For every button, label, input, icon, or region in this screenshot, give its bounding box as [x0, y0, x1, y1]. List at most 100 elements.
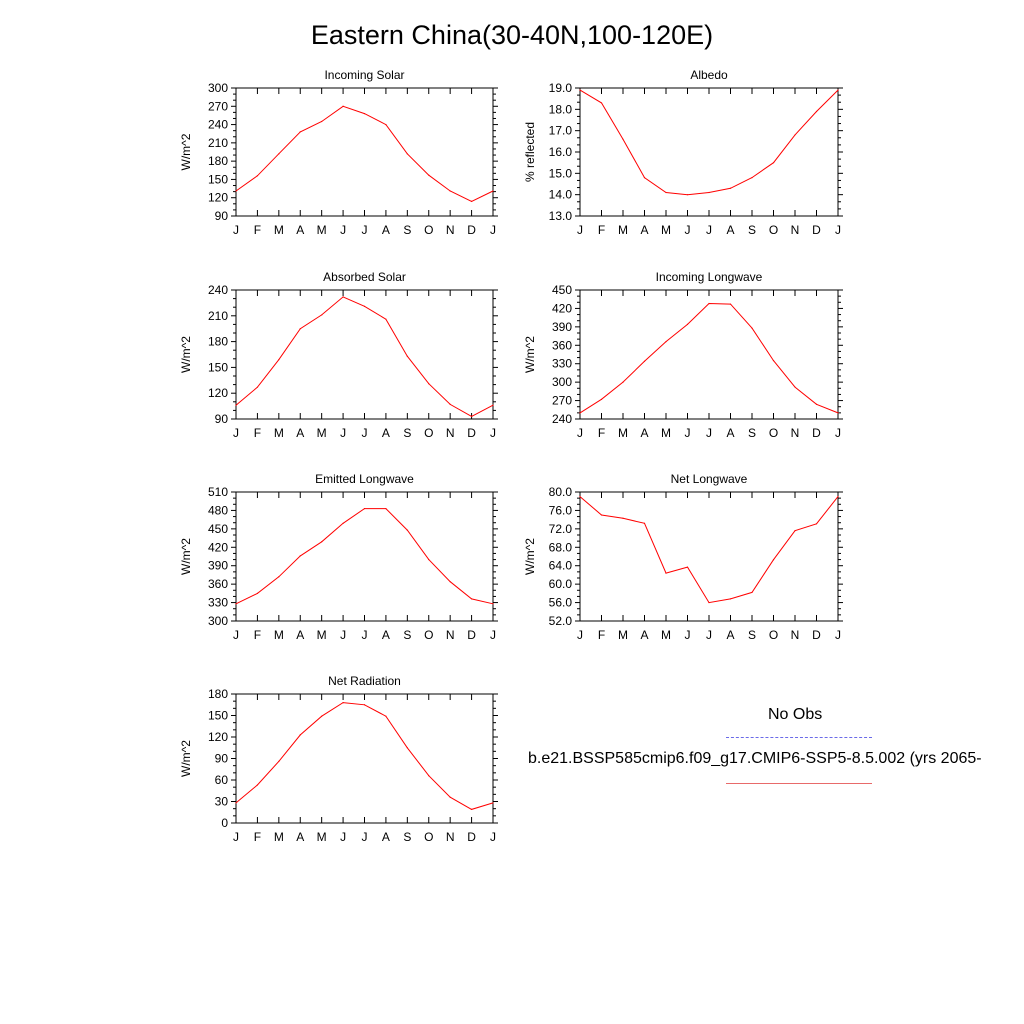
data-point — [299, 131, 301, 133]
data-point — [385, 123, 387, 126]
x-tick-label: M — [661, 426, 671, 440]
x-tick-label: M — [317, 426, 327, 440]
data-point — [815, 523, 818, 525]
data-point — [579, 412, 581, 414]
x-tick-label: N — [446, 628, 455, 642]
x-tick-label: D — [467, 426, 476, 440]
x-tick-label: J — [685, 628, 691, 642]
data-point — [708, 302, 710, 305]
x-tick-label: A — [640, 223, 648, 237]
x-tick-label: J — [577, 426, 583, 440]
data-point — [794, 134, 796, 136]
y-tick-label: 30 — [215, 795, 229, 809]
x-tick-label: A — [640, 628, 648, 642]
data-point — [449, 796, 451, 798]
data-point — [278, 576, 280, 578]
data-point — [299, 328, 301, 330]
data-point — [385, 715, 387, 717]
y-axis-label: W/m^2 — [179, 740, 193, 777]
data-point — [321, 120, 323, 123]
y-tick-label: 64.0 — [549, 559, 573, 573]
y-tick-label: 210 — [208, 136, 228, 150]
x-tick-label: F — [254, 223, 261, 237]
data-point — [772, 162, 775, 164]
data-point — [470, 200, 473, 202]
data-point — [815, 110, 818, 113]
data-point — [342, 702, 344, 704]
x-tick-label: M — [274, 830, 284, 844]
x-tick-label: N — [446, 830, 455, 844]
x-tick-label: J — [490, 426, 496, 440]
x-tick-label: F — [254, 830, 261, 844]
y-tick-label: 210 — [208, 309, 228, 323]
data-point — [643, 360, 646, 362]
legend-model-label: b.e21.BSSP585cmip6.f09_g17.CMIP6-SSP5-8.… — [528, 750, 982, 767]
chart-title: Albedo — [690, 68, 728, 82]
y-tick-label: 390 — [208, 559, 228, 573]
data-point — [492, 603, 494, 605]
x-tick-label: J — [490, 223, 496, 237]
y-tick-label: 270 — [208, 99, 228, 113]
data-point — [449, 403, 451, 405]
x-tick-label: J — [685, 223, 691, 237]
data-point — [342, 105, 344, 107]
data-point — [772, 360, 775, 362]
x-tick-label: A — [296, 628, 304, 642]
plot-frame — [579, 289, 839, 420]
plot-frame — [235, 693, 494, 824]
x-tick-label: A — [726, 426, 734, 440]
y-tick-label: 180 — [208, 154, 228, 168]
y-tick-label: 360 — [552, 338, 572, 352]
series-line — [235, 508, 494, 605]
y-tick-label: 420 — [552, 301, 572, 315]
data-point — [428, 174, 430, 176]
data-point — [708, 601, 710, 604]
x-tick-label: D — [812, 223, 821, 237]
data-point — [299, 734, 301, 736]
y-tick-label: 72.0 — [549, 522, 573, 536]
y-tick-label: 68.0 — [549, 540, 573, 554]
data-point — [837, 412, 839, 414]
y-tick-label: 420 — [208, 540, 228, 554]
y-axis-label: % reflected — [523, 122, 537, 182]
chart-title: Incoming Solar — [324, 68, 404, 82]
x-tick-label: F — [254, 628, 261, 642]
page-title: Eastern China(30-40N,100-120E) — [310, 20, 714, 50]
plot-frame — [235, 289, 494, 420]
data-point — [278, 359, 280, 361]
data-point — [342, 296, 344, 298]
y-tick-label: 360 — [208, 577, 228, 591]
data-point — [428, 383, 430, 385]
x-tick-label: A — [726, 223, 734, 237]
x-tick-label: J — [340, 426, 346, 440]
data-point — [278, 760, 280, 762]
data-point — [492, 802, 494, 804]
y-tick-label: 90 — [215, 412, 229, 426]
data-point — [321, 541, 323, 543]
data-point — [729, 187, 732, 189]
y-tick-label: 13.0 — [549, 209, 573, 223]
y-tick-label: 390 — [552, 320, 572, 334]
y-tick-label: 330 — [552, 357, 572, 371]
x-tick-label: A — [726, 628, 734, 642]
x-tick-label: J — [233, 426, 239, 440]
legend-obs-line — [726, 737, 872, 738]
y-tick-label: 17.0 — [549, 124, 573, 138]
y-tick-label: 150 — [208, 172, 228, 186]
x-tick-label: N — [791, 628, 800, 642]
y-tick-label: 15.0 — [549, 166, 573, 180]
y-tick-label: 270 — [552, 394, 572, 408]
y-tick-label: 510 — [208, 485, 228, 499]
y-tick-label: 120 — [208, 386, 228, 400]
y-tick-label: 150 — [208, 360, 228, 374]
x-tick-label: D — [812, 628, 821, 642]
x-tick-label: F — [598, 426, 605, 440]
x-tick-label: F — [598, 628, 605, 642]
x-tick-label: O — [769, 223, 778, 237]
y-tick-label: 480 — [208, 503, 228, 517]
x-tick-label: J — [340, 628, 346, 642]
y-tick-label: 240 — [552, 412, 572, 426]
x-tick-label: M — [317, 223, 327, 237]
